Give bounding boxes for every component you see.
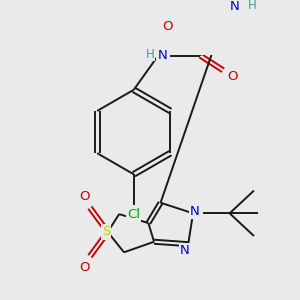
Text: O: O <box>162 20 172 33</box>
Text: H: H <box>146 47 154 61</box>
Text: N: N <box>190 205 200 218</box>
Text: O: O <box>80 190 90 203</box>
Text: N: N <box>230 0 239 14</box>
Text: S: S <box>102 226 110 238</box>
Text: H: H <box>248 0 257 12</box>
Text: N: N <box>180 244 190 257</box>
Text: Cl: Cl <box>127 208 140 221</box>
Text: O: O <box>228 70 238 83</box>
Text: O: O <box>80 261 90 274</box>
Text: N: N <box>157 49 167 62</box>
